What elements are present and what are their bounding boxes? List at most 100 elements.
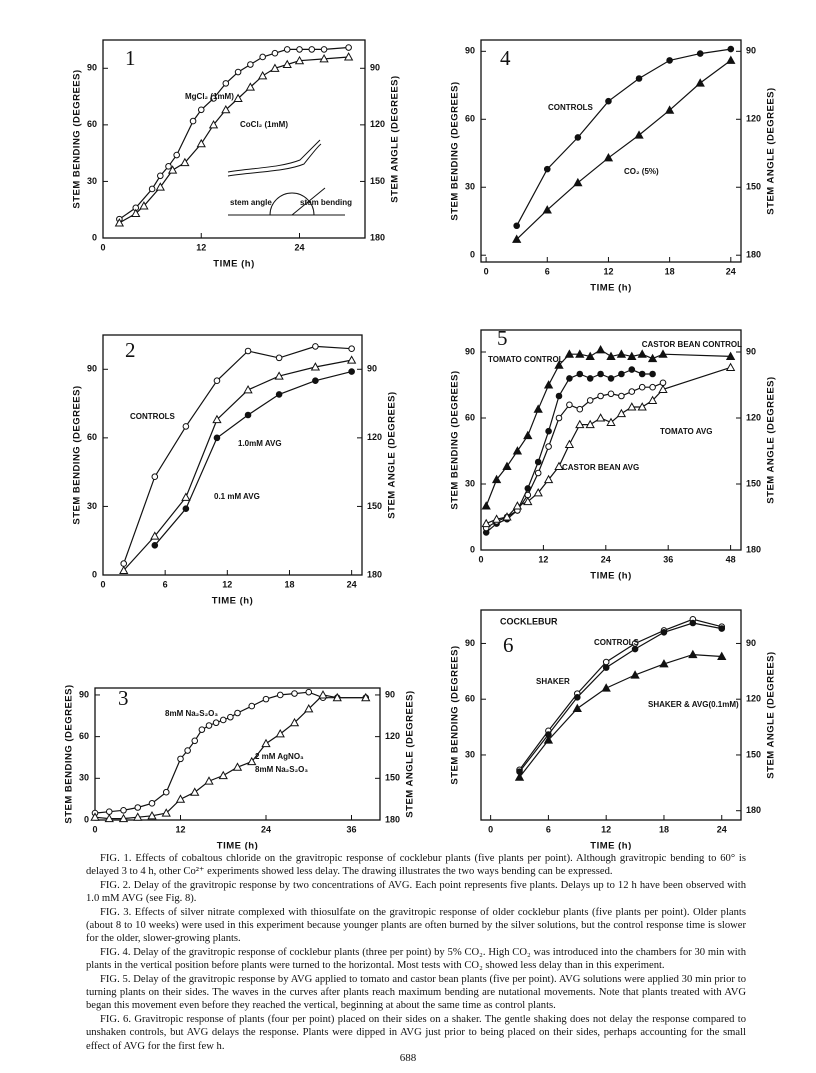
data-point <box>204 776 214 785</box>
x-tick-label: 18 <box>659 824 669 834</box>
data-point <box>308 46 316 53</box>
data-point <box>514 772 525 781</box>
data-point <box>318 690 328 699</box>
data-point <box>513 222 520 230</box>
data-point <box>213 434 221 442</box>
y-tick-label: 90 <box>465 346 475 356</box>
data-point <box>198 726 206 733</box>
y-tick-label: 90 <box>465 46 475 56</box>
data-point <box>696 50 704 57</box>
series-label: CONTROLS <box>130 412 176 421</box>
caption: FIG. 6. Gravitropic response of plants (… <box>86 1013 746 1052</box>
data-point <box>177 755 184 763</box>
plot-frame <box>94 687 381 821</box>
data-point <box>628 366 636 373</box>
data-point <box>606 351 616 360</box>
series-label: CO₂ (5%) <box>624 167 659 176</box>
y-tick-label: 0 <box>470 544 475 554</box>
x-tick-label: 12 <box>196 242 206 252</box>
data-point <box>120 806 127 814</box>
y-tick-label: 90 <box>79 689 89 699</box>
data-point <box>649 383 656 391</box>
y2-tick-label: 150 <box>746 749 761 759</box>
data-point <box>555 414 563 422</box>
caption: FIG. 4. Delay of the gravitropic respons… <box>86 946 746 972</box>
data-point <box>219 716 227 724</box>
data-point <box>147 811 157 820</box>
series-line <box>154 371 352 546</box>
x-tick-label: 24 <box>601 554 611 564</box>
data-point <box>491 514 502 523</box>
x-tick-label: 24 <box>726 266 736 276</box>
y-axis-title: STEM BENDING (DEGREES) <box>450 370 461 509</box>
data-point <box>212 719 220 727</box>
data-point <box>660 629 668 636</box>
data-point <box>283 46 291 53</box>
data-point <box>630 670 640 679</box>
series-label: CONTROLS <box>548 103 594 112</box>
data-point <box>270 63 280 72</box>
x-tick-label: 12 <box>601 824 611 834</box>
figure-panel: 4 0 6 12 18 24 0 30 60 90 90 120 150 180 TIME (h) STEM … <box>450 39 777 294</box>
y-tick-label: 30 <box>465 749 475 759</box>
data-point <box>627 351 637 360</box>
y-tick-label: 60 <box>87 119 97 129</box>
data-point <box>586 375 594 382</box>
data-point <box>566 401 573 409</box>
data-point <box>627 402 637 411</box>
series-label: CONTROLS <box>594 638 640 647</box>
data-point <box>165 163 172 170</box>
data-point <box>533 404 543 413</box>
series-label: CASTOR BEAN AVG <box>562 463 639 472</box>
y2-tick-label: 150 <box>370 176 385 186</box>
data-point <box>312 377 319 385</box>
data-point <box>576 370 584 378</box>
data-point <box>319 54 329 63</box>
caption: FIG. 3. Effects of silver nitrate comple… <box>86 906 746 945</box>
data-point <box>189 117 197 125</box>
y2-tick-label: 150 <box>746 182 761 192</box>
plot-frame <box>102 334 363 576</box>
series-line <box>94 691 366 814</box>
y-tick-label: 0 <box>92 232 97 242</box>
data-point <box>573 694 581 701</box>
data-point <box>543 165 551 173</box>
data-point <box>227 713 234 721</box>
data-point <box>555 392 563 400</box>
data-point <box>572 703 582 713</box>
y-tick-label: 30 <box>465 478 475 488</box>
data-point <box>725 362 736 371</box>
data-point <box>637 349 647 358</box>
data-point <box>289 717 300 727</box>
data-point <box>222 80 230 87</box>
plot-frame <box>480 609 742 821</box>
data-point <box>275 391 283 398</box>
data-point <box>212 414 222 424</box>
data-point <box>155 182 165 191</box>
figure-panel: 6 COCKLEBUR 0 6 12 18 24 30 60 90 90 120 150 180 TIME … <box>450 609 777 850</box>
data-point <box>666 57 673 64</box>
series-label: 0.1 mM AVG <box>214 492 260 501</box>
y-tick-label: 0 <box>84 814 89 824</box>
data-point <box>180 157 190 167</box>
x-tick-label: 24 <box>261 824 271 834</box>
data-point <box>275 729 285 738</box>
x-tick-label: 12 <box>175 824 185 834</box>
data-point <box>232 762 243 771</box>
y-axis-title: STEM BENDING (DEGREES) <box>450 81 461 220</box>
data-point <box>533 487 543 497</box>
data-point <box>574 134 582 141</box>
x-tick-label: 0 <box>100 242 105 252</box>
y2-axis-title: STEM ANGLE (DEGREES) <box>766 87 777 214</box>
data-point <box>205 722 213 729</box>
data-point <box>607 375 615 382</box>
data-point <box>90 812 100 821</box>
data-point <box>602 658 610 666</box>
series-label: 2 mM AgNO₃ <box>255 752 304 761</box>
y-axis-title: STEM BENDING (DEGREES) <box>72 385 83 524</box>
y2-tick-label: 180 <box>746 805 761 815</box>
data-point <box>689 619 697 627</box>
series-line <box>119 46 349 220</box>
y-tick-label: 30 <box>87 501 97 511</box>
data-point <box>276 691 284 699</box>
